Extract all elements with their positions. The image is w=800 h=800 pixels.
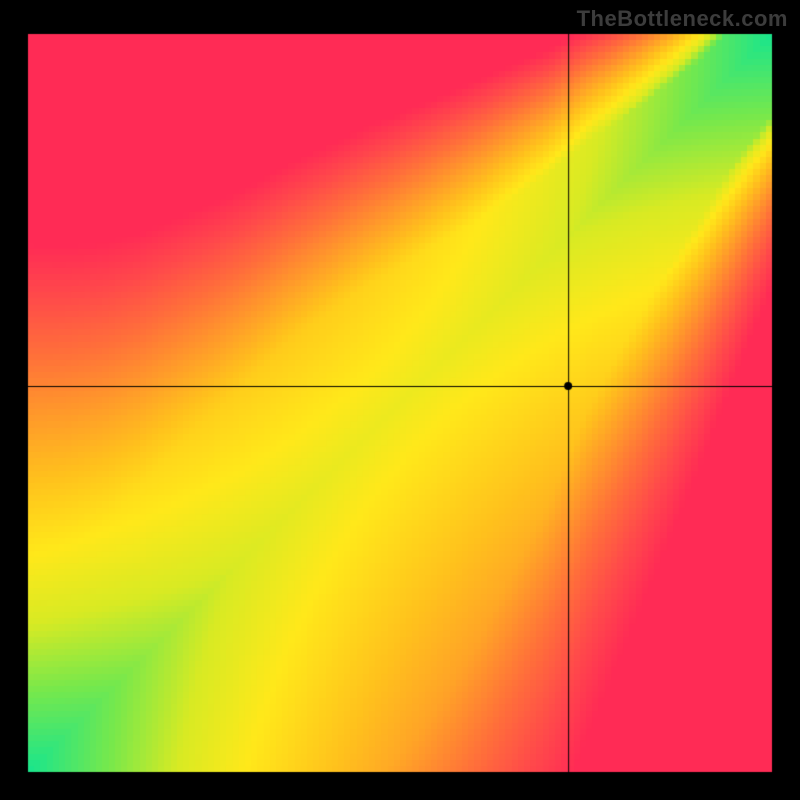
heatmap-canvas: [0, 0, 800, 800]
chart-container: TheBottleneck.com: [0, 0, 800, 800]
watermark-text: TheBottleneck.com: [577, 6, 788, 32]
